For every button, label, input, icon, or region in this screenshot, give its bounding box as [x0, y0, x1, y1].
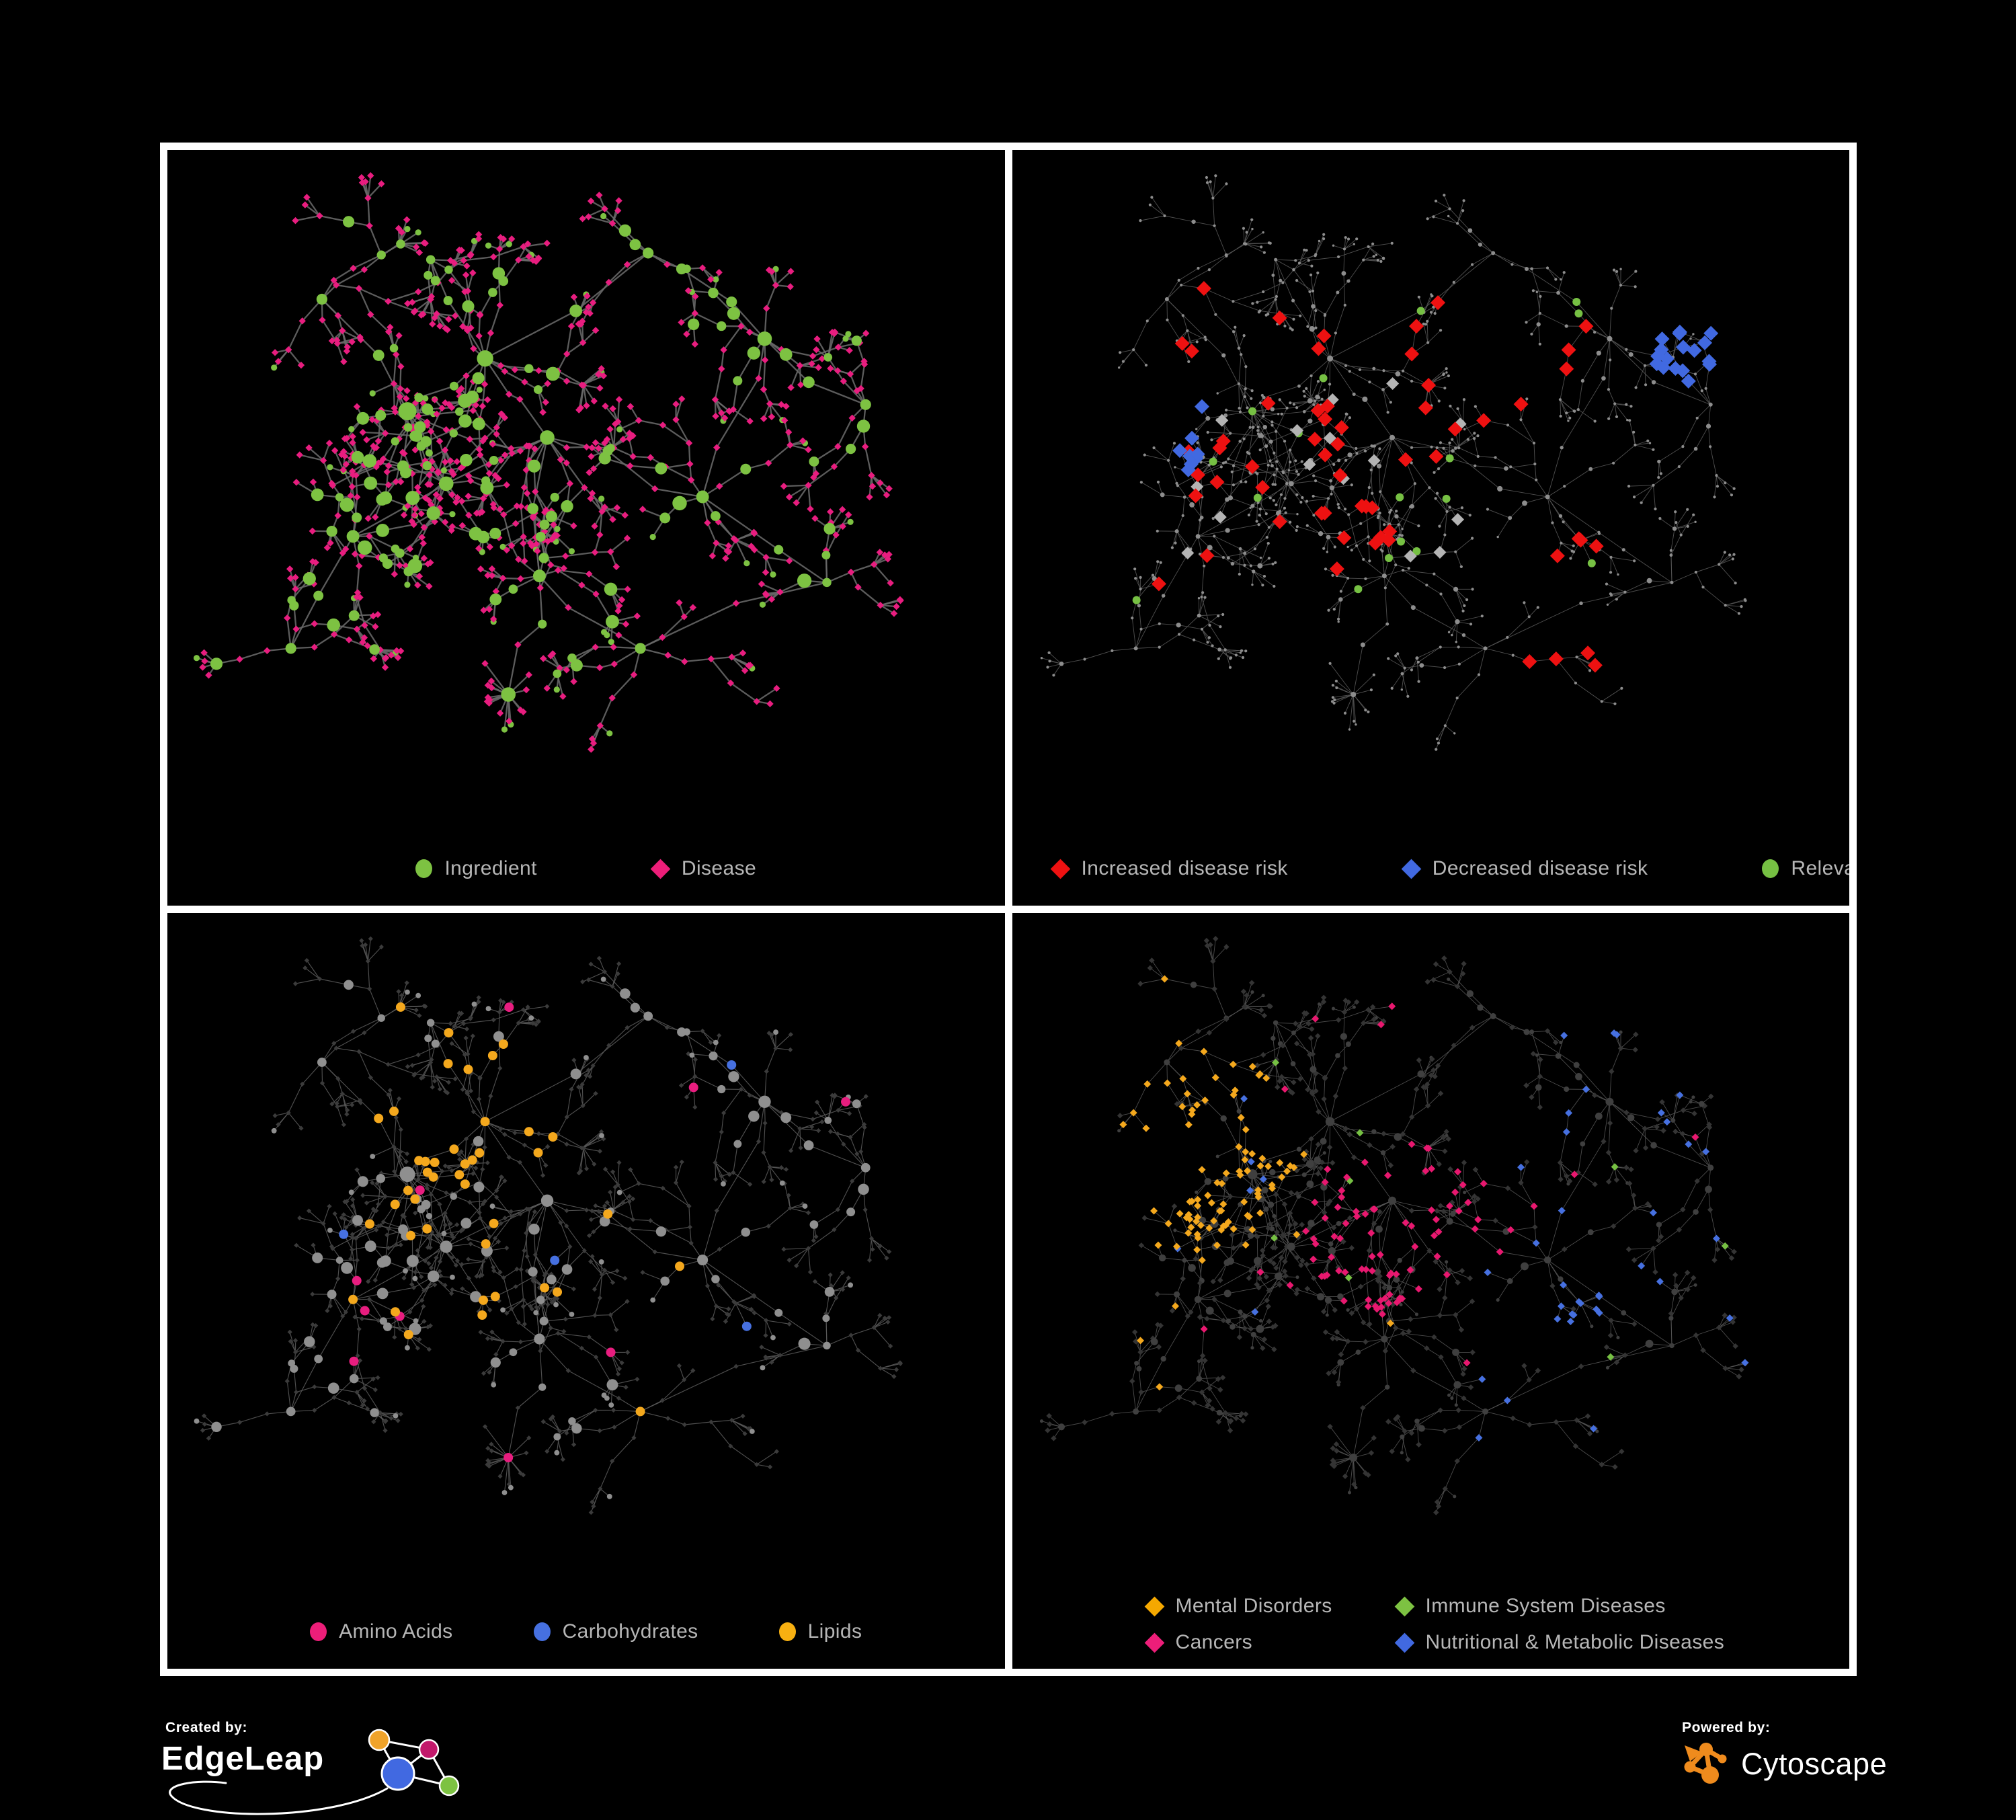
- disease-swatch-icon: [650, 859, 671, 879]
- legend-label: Nutritional & Metabolic Diseases: [1425, 1631, 1725, 1653]
- network-graph-disease-risk: [1040, 174, 1747, 751]
- immune-diseases-swatch-icon: [1394, 1596, 1414, 1616]
- amino-acids-swatch-icon: [310, 1622, 327, 1641]
- legend-item-increased-risk: Increased disease risk: [1050, 857, 1288, 880]
- legend-item-cancers: Cancers: [1144, 1631, 1396, 1654]
- network-graph-disease-classes: [1039, 936, 1748, 1515]
- carbohydrates-swatch-icon: [533, 1622, 551, 1641]
- created-by-label: Created by:: [165, 1720, 248, 1735]
- legend-label: Carbohydrates: [562, 1620, 698, 1643]
- legend-item-nutritional-metabolic: Nutritional & Metabolic Diseases: [1394, 1631, 1725, 1654]
- legend-disease-classes: Mental Disorders Immune System Diseases …: [1144, 1595, 1725, 1654]
- panel-nutrient-classes: Amino Acids Carbohydrates Lipids: [167, 913, 1005, 1669]
- legend-item-carbohydrates: Carbohydrates: [533, 1620, 698, 1643]
- cytoscape-branding: Powered by: Cytoscape: [1682, 1720, 1964, 1820]
- edgeleap-branding: Created by: EdgeLeap: [161, 1720, 484, 1820]
- legend-item-relevant-ingredient: Relevant ingredient: [1762, 857, 1849, 880]
- panel-ingredient-disease: Ingredient Disease: [167, 150, 1005, 906]
- legend-disease-risk: Increased disease risk Decreased disease…: [1012, 857, 1849, 880]
- legend-label: Increased disease risk: [1081, 857, 1288, 879]
- cytoscape-logo-icon: [1684, 1743, 1727, 1784]
- panel-disease-classes: Mental Disorders Immune System Diseases …: [1012, 913, 1849, 1669]
- figure-grid: Ingredient Disease Increased disease ris…: [160, 143, 1857, 1676]
- network-graph-ingredient-disease: [193, 172, 904, 753]
- legend-item-mental-disorders: Mental Disorders: [1144, 1595, 1396, 1618]
- legend-item-decreased-risk: Decreased disease risk: [1401, 857, 1648, 880]
- legend-label: Decreased disease risk: [1432, 857, 1648, 879]
- legend-ingredient-disease: Ingredient Disease: [167, 857, 1005, 880]
- legend-item-amino-acids: Amino Acids: [310, 1620, 452, 1643]
- lipids-swatch-icon: [778, 1622, 796, 1641]
- legend-label: Ingredient: [444, 857, 537, 879]
- panel-disease-risk: Increased disease risk Decreased disease…: [1012, 150, 1849, 906]
- ingredient-swatch-icon: [415, 859, 433, 878]
- legend-label: Mental Disorders: [1175, 1595, 1332, 1617]
- mental-disorders-swatch-icon: [1144, 1596, 1164, 1616]
- powered-by-label: Powered by:: [1682, 1720, 1771, 1735]
- relevant-ingredient-swatch-icon: [1762, 859, 1779, 878]
- cytoscape-wordmark: Cytoscape: [1741, 1747, 1888, 1781]
- increased-risk-swatch-icon: [1050, 859, 1070, 879]
- legend-item-lipids: Lipids: [778, 1620, 862, 1643]
- legend-label: Lipids: [807, 1620, 862, 1643]
- legend-label: Cancers: [1175, 1631, 1253, 1653]
- network-graph-nutrient-classes: [194, 936, 903, 1515]
- legend-item-disease: Disease: [650, 857, 757, 880]
- legend-label: Immune System Diseases: [1425, 1595, 1666, 1617]
- decreased-risk-swatch-icon: [1401, 859, 1422, 879]
- legend-label: Relevant ingredient: [1791, 857, 1849, 879]
- legend-item-ingredient: Ingredient: [415, 857, 536, 880]
- legend-nutrient-classes: Amino Acids Carbohydrates Lipids: [167, 1620, 1005, 1643]
- cancers-swatch-icon: [1144, 1632, 1164, 1653]
- nutritional-metabolic-swatch-icon: [1394, 1632, 1414, 1653]
- legend-item-immune-diseases: Immune System Diseases: [1394, 1595, 1725, 1618]
- legend-label: Amino Acids: [339, 1620, 453, 1643]
- legend-label: Disease: [681, 857, 757, 879]
- edgeleap-wordmark: EdgeLeap: [161, 1741, 325, 1777]
